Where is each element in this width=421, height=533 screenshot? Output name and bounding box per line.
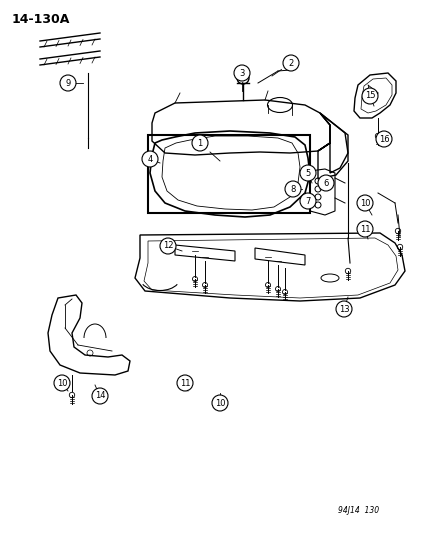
Circle shape <box>54 375 70 391</box>
Circle shape <box>357 195 373 211</box>
Text: 15: 15 <box>365 92 375 101</box>
Text: 5: 5 <box>305 168 311 177</box>
Text: 94J14  130: 94J14 130 <box>338 506 379 515</box>
Text: 4: 4 <box>147 155 153 164</box>
Circle shape <box>283 55 299 71</box>
Circle shape <box>60 75 76 91</box>
Circle shape <box>300 193 316 209</box>
Circle shape <box>92 388 108 404</box>
Circle shape <box>160 238 176 254</box>
Text: 16: 16 <box>378 134 389 143</box>
Text: 14-130A: 14-130A <box>12 13 70 26</box>
Circle shape <box>192 135 208 151</box>
Circle shape <box>142 151 158 167</box>
Text: 10: 10 <box>360 198 370 207</box>
Text: 12: 12 <box>163 241 173 251</box>
Circle shape <box>300 165 316 181</box>
Text: 6: 6 <box>323 179 329 188</box>
Text: 10: 10 <box>57 378 67 387</box>
Text: 8: 8 <box>290 184 296 193</box>
Circle shape <box>212 395 228 411</box>
Text: 13: 13 <box>338 304 349 313</box>
Circle shape <box>234 65 250 81</box>
Text: 3: 3 <box>239 69 245 77</box>
Text: 1: 1 <box>197 139 203 148</box>
Circle shape <box>177 375 193 391</box>
Circle shape <box>336 301 352 317</box>
Text: 14: 14 <box>95 392 105 400</box>
Text: 11: 11 <box>180 378 190 387</box>
Text: 2: 2 <box>288 59 293 68</box>
Circle shape <box>318 175 334 191</box>
Circle shape <box>285 181 301 197</box>
Text: 7: 7 <box>305 197 311 206</box>
Text: 10: 10 <box>215 399 225 408</box>
Text: 9: 9 <box>65 78 71 87</box>
Circle shape <box>376 131 392 147</box>
Text: 11: 11 <box>360 224 370 233</box>
Circle shape <box>357 221 373 237</box>
Circle shape <box>362 88 378 104</box>
